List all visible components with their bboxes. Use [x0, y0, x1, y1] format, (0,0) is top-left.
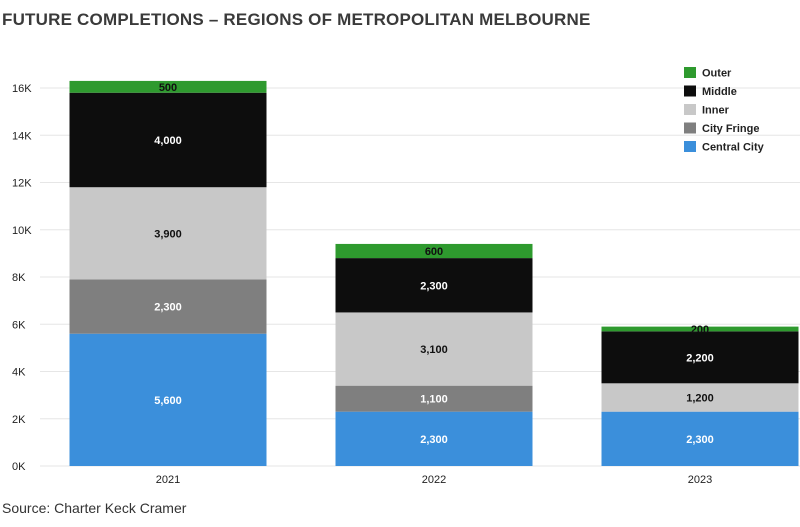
y-tick-label: 4K: [12, 367, 26, 379]
bar-segment-city-fringe: [335, 385, 533, 412]
data-label: 5,600: [154, 395, 182, 407]
bar-segment-central-city: [601, 411, 799, 466]
bar-segment-inner: [601, 383, 799, 412]
data-label: 2,200: [686, 352, 714, 364]
y-tick-label: 10K: [12, 225, 32, 237]
data-label: 1,200: [686, 392, 714, 404]
y-tick-label: 12K: [12, 178, 32, 190]
legend-label: City Fringe: [702, 123, 759, 135]
legend-swatch: [684, 67, 696, 78]
bar-segment-outer: [335, 243, 533, 259]
y-tick-label: 14K: [12, 130, 32, 142]
x-tick-label: 2023: [688, 474, 712, 486]
chart-title: FUTURE COMPLETIONS – REGIONS OF METROPOL…: [2, 10, 591, 29]
chart-source: Source: Charter Keck Cramer: [2, 500, 187, 516]
data-label: 2,300: [154, 302, 182, 314]
y-tick-label: 6K: [12, 319, 26, 331]
bar-segment-middle: [69, 92, 267, 188]
bar-segment-central-city: [69, 333, 267, 466]
data-label: 200: [691, 324, 709, 336]
bar-segment-outer: [69, 80, 267, 93]
legend-label: Central City: [702, 142, 765, 154]
legend-swatch: [684, 141, 696, 152]
x-axis-labels: 2021 2022 2023: [156, 474, 712, 486]
legend-swatch: [684, 85, 696, 97]
y-tick-label: 2K: [12, 414, 26, 426]
legend-label: Outer: [702, 68, 732, 80]
data-label: 3,100: [420, 344, 448, 356]
data-label: 2,300: [686, 434, 714, 446]
data-label: 3,900: [154, 228, 182, 240]
x-tick-label: 2021: [156, 474, 180, 486]
legend-label: Middle: [702, 86, 737, 98]
legend-label: Inner: [702, 105, 730, 117]
bars: 5,600 2,300 3,900 4,000 500 2,300 1,100 3,100 2,…: [69, 80, 799, 466]
bar-segment-city-fringe: [69, 279, 267, 334]
bar-segment-central-city: [335, 411, 533, 466]
y-tick-label: 8K: [12, 272, 26, 284]
data-label: 4,000: [154, 135, 182, 147]
bar-segment-outer: [601, 326, 799, 332]
bar-segment-inner: [69, 187, 267, 280]
legend-swatch: [684, 104, 696, 115]
bar-segment-middle: [601, 331, 799, 384]
data-label: 600: [425, 246, 443, 258]
x-tick-label: 2022: [422, 474, 446, 486]
y-tick-label: 0K: [12, 461, 26, 473]
y-axis-ticks: 0K 2K 4K 6K 8K 10K 12K 14K 16K: [12, 83, 32, 473]
data-label: 2,300: [420, 280, 448, 292]
legend-swatch: [684, 122, 696, 134]
data-label: 1,100: [420, 394, 448, 406]
y-tick-label: 16K: [12, 83, 32, 95]
legend: Outer Middle Inner City Fringe Central City: [684, 67, 765, 154]
data-label: 500: [159, 82, 177, 94]
bar-segment-inner: [335, 312, 533, 386]
data-label: 2,300: [420, 434, 448, 446]
bar-segment-middle: [335, 258, 533, 313]
